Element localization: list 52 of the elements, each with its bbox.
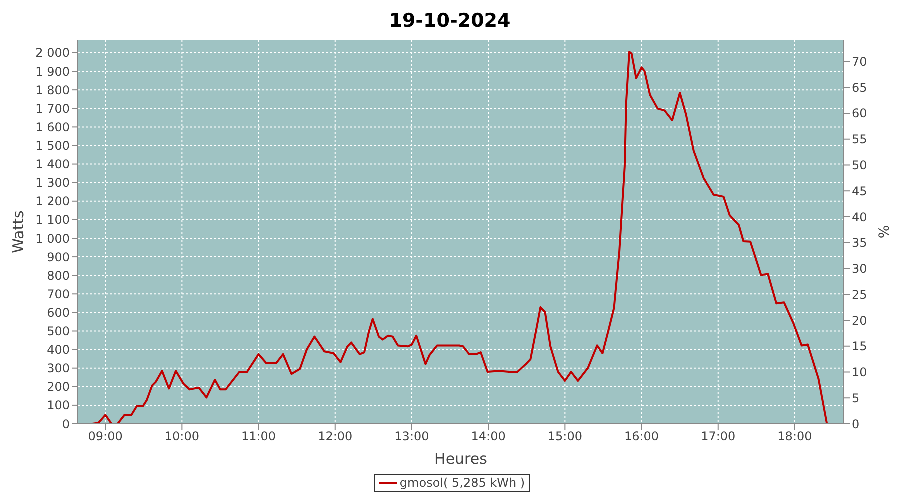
- chart-title: 19-10-2024: [388, 9, 512, 34]
- y-tick-label: 1 600: [36, 120, 70, 134]
- x-tick-label: 17:00: [701, 430, 736, 444]
- y-tick-label: 200: [47, 380, 70, 394]
- y-tick-label: 400: [47, 343, 70, 358]
- y2-tick-label: 55: [852, 132, 868, 147]
- x-tick-label: 15:00: [548, 430, 582, 444]
- y2-tick-label: 10: [852, 366, 868, 380]
- y-tick-label: 600: [47, 306, 70, 320]
- x-axis-title: Heures: [434, 450, 488, 468]
- y-tick-label: 900: [47, 250, 70, 264]
- y2-axis-title: %: [876, 225, 893, 239]
- x-tick-label: 10:00: [164, 430, 200, 444]
- y-tick-label: 1 000: [36, 232, 70, 246]
- y-tick-label: 1 300: [36, 176, 70, 190]
- y2-tick-label: 70: [852, 54, 868, 69]
- y2-tick-label: 15: [852, 340, 868, 354]
- y2-tick-label: 0: [852, 417, 860, 432]
- y2-tick-label: 40: [852, 210, 868, 224]
- y-tick-label: 1 500: [36, 139, 70, 153]
- y-tick-label: 1 200: [36, 194, 70, 209]
- line-series: [92, 51, 828, 424]
- y-tick-label: 300: [47, 362, 70, 376]
- legend-label: gmosol( 5,285 kWh ): [400, 476, 526, 490]
- x-tick-label: 18:00: [778, 430, 812, 444]
- x-tick-label: 13:00: [394, 430, 430, 444]
- y2-tick-label: 5: [852, 391, 860, 406]
- x-tick-label: 14:00: [471, 430, 506, 444]
- x-tick-label: 16:00: [624, 430, 660, 444]
- y-tick-label: 1 400: [36, 158, 70, 172]
- y-tick-label: 800: [47, 268, 70, 283]
- y2-tick-label: 50: [852, 158, 868, 172]
- y-tick-label: 2 000: [36, 46, 70, 60]
- y2-tick-label: 60: [852, 106, 868, 121]
- y-tick-label: 1 100: [36, 213, 70, 228]
- y-tick-label: 100: [47, 398, 70, 413]
- y-tick-label: 1 800: [36, 83, 70, 98]
- y2-tick-label: 30: [852, 262, 868, 276]
- y-tick-label: 1 700: [36, 102, 70, 116]
- y2-tick-label: 65: [852, 80, 868, 95]
- y-tick-label: 0: [62, 417, 70, 432]
- y2-tick-label: 20: [852, 314, 868, 328]
- y-tick-label: 700: [47, 287, 70, 302]
- x-tick-label: 11:00: [241, 430, 276, 444]
- y2-tick-label: 45: [852, 184, 868, 198]
- y2-tick-label: 35: [852, 236, 868, 250]
- y-tick-label: 500: [47, 324, 70, 339]
- y-axis-title: Watts: [9, 210, 28, 254]
- x-tick-label: 09:00: [88, 430, 123, 444]
- y-tick-label: 1 900: [36, 64, 70, 79]
- x-tick-label: 12:00: [318, 430, 353, 444]
- y2-tick-label: 25: [852, 288, 868, 302]
